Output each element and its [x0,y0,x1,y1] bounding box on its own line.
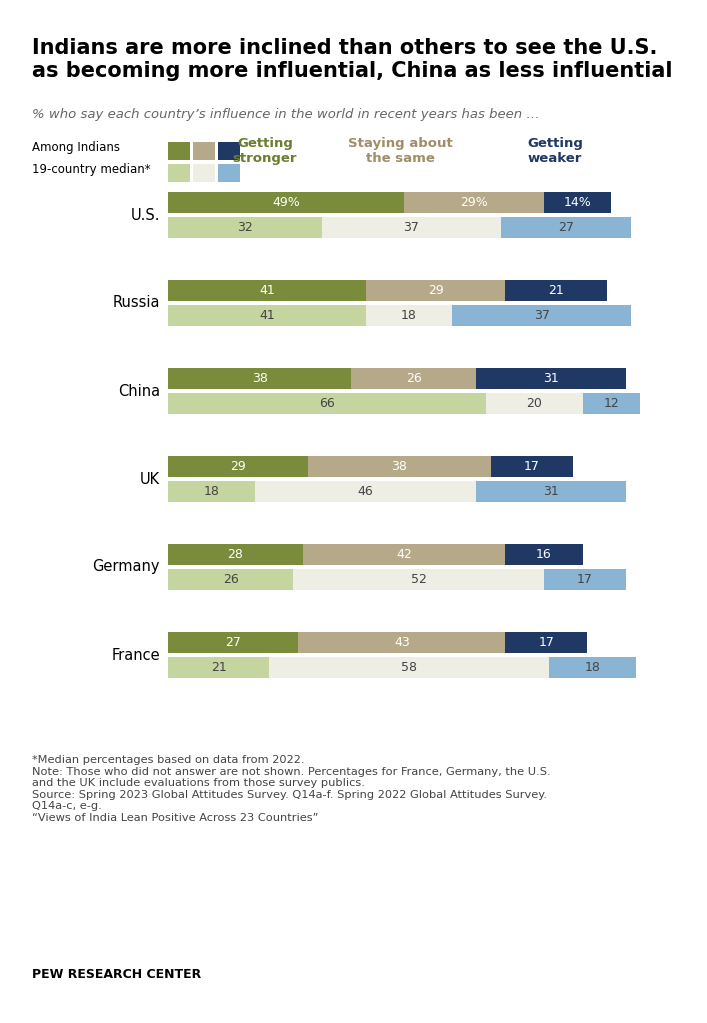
Bar [452,305,631,326]
Bar [168,544,303,565]
Bar [168,192,404,213]
Text: Getting
weaker: Getting weaker [527,137,583,165]
Text: Germany: Germany [93,560,160,575]
Text: 38: 38 [392,460,407,473]
Text: 49%: 49% [272,196,300,209]
Text: 14%: 14% [563,196,592,209]
Bar [501,217,631,238]
Text: 18: 18 [584,661,600,674]
Text: 27: 27 [225,636,241,649]
Bar [255,481,477,502]
Text: 46: 46 [358,485,373,498]
Bar [351,368,477,389]
Text: China: China [118,384,160,399]
Text: 52: 52 [411,573,426,586]
Text: 29%: 29% [460,196,488,209]
Bar [168,368,351,389]
Text: 29: 29 [230,460,246,473]
Text: Among Indians: Among Indians [32,141,120,154]
Bar [506,632,588,653]
Bar [193,164,215,181]
Text: Getting
stronger: Getting stronger [233,137,297,165]
Text: 17: 17 [577,573,593,586]
Text: 43: 43 [394,636,409,649]
Bar [269,657,549,678]
Bar [168,657,269,678]
Text: 31: 31 [543,485,559,498]
Bar [506,280,607,301]
Bar [168,280,366,301]
Text: 26: 26 [406,372,421,385]
Text: 38: 38 [252,372,267,385]
Text: 20: 20 [527,397,542,410]
Text: 18: 18 [204,485,219,498]
Bar [168,141,190,160]
Bar [544,569,626,590]
Bar [477,368,626,389]
Text: 17: 17 [524,460,540,473]
Bar [168,632,298,653]
Bar [366,280,506,301]
Text: 32: 32 [238,221,253,234]
Text: 12: 12 [604,397,619,410]
Bar [477,481,626,502]
Text: 21: 21 [211,661,226,674]
Text: Russia: Russia [112,296,160,311]
Bar [168,305,366,326]
Bar [168,456,308,477]
Text: 18: 18 [401,309,417,322]
Bar [506,544,583,565]
Text: % who say each country’s influence in the world in recent years has been …: % who say each country’s influence in th… [32,108,539,121]
Text: 19-country median*: 19-country median* [32,163,151,176]
Text: 66: 66 [319,397,335,410]
Bar [544,192,612,213]
Text: 28: 28 [228,548,243,561]
Bar [308,456,491,477]
Text: Staying about
the same: Staying about the same [348,137,452,165]
Text: 42: 42 [397,548,412,561]
Bar [298,632,506,653]
Text: 41: 41 [259,284,275,297]
Text: 16: 16 [536,548,552,561]
Text: 31: 31 [543,372,559,385]
Bar [193,141,215,160]
Bar [168,393,486,414]
Bar [303,544,506,565]
Bar [168,164,190,181]
Text: 37: 37 [404,221,419,234]
Text: 58: 58 [401,661,417,674]
Text: 17: 17 [539,636,554,649]
Text: UK: UK [140,472,160,487]
Bar [168,569,293,590]
Text: 37: 37 [534,309,549,322]
Bar [168,481,255,502]
Text: 26: 26 [223,573,238,586]
Bar [322,217,501,238]
Bar [218,141,240,160]
Text: France: France [112,648,160,663]
Bar [218,164,240,181]
Bar [491,456,573,477]
Bar [168,217,322,238]
Text: U.S.: U.S. [131,208,160,222]
Bar [583,393,641,414]
Bar [549,657,636,678]
Text: 41: 41 [259,309,275,322]
Text: *Median percentages based on data from 2022.
Note: Those who did not answer are : *Median percentages based on data from 2… [32,755,551,822]
Bar [366,305,452,326]
Text: 27: 27 [558,221,573,234]
Text: Indians are more inclined than others to see the U.S.
as becoming more influenti: Indians are more inclined than others to… [32,38,672,81]
Bar [486,393,583,414]
Text: 21: 21 [548,284,564,297]
Bar [293,569,544,590]
Text: PEW RESEARCH CENTER: PEW RESEARCH CENTER [32,968,201,981]
Bar [404,192,544,213]
Text: 29: 29 [428,284,443,297]
